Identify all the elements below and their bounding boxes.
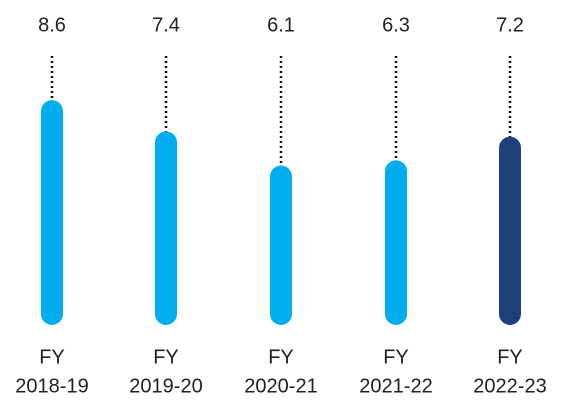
value-label-2: 6.1 [267, 14, 295, 36]
value-label-3: 6.3 [382, 14, 410, 36]
value-label-1: 7.4 [152, 14, 180, 36]
bar-0 [41, 100, 63, 325]
category-label-3-line1: FY [383, 346, 409, 368]
category-label-4-line2: 2022-23 [473, 375, 546, 397]
bar-4 [499, 136, 521, 325]
category-label-1-line1: FY [153, 346, 179, 368]
category-label-0-line2: 2018-19 [15, 375, 88, 397]
bar-2 [270, 165, 292, 325]
bar-3 [385, 160, 407, 325]
category-label-1-line2: 2019-20 [129, 375, 202, 397]
category-label-2-line2: 2020-21 [244, 375, 317, 397]
bars-layer [41, 56, 521, 325]
bar-1 [155, 131, 177, 325]
category-label-0-line1: FY [39, 346, 65, 368]
category-label-4-line1: FY [497, 346, 523, 368]
labels-layer: 8.6 FY 2018-19 7.4 FY 2019-20 6.1 FY 2020-21 6.3 F… [15, 14, 546, 397]
value-label-4: 7.2 [496, 14, 524, 36]
value-label-0: 8.6 [38, 14, 66, 36]
category-label-2-line1: FY [268, 346, 294, 368]
category-label-3-line2: 2021-22 [359, 375, 432, 397]
